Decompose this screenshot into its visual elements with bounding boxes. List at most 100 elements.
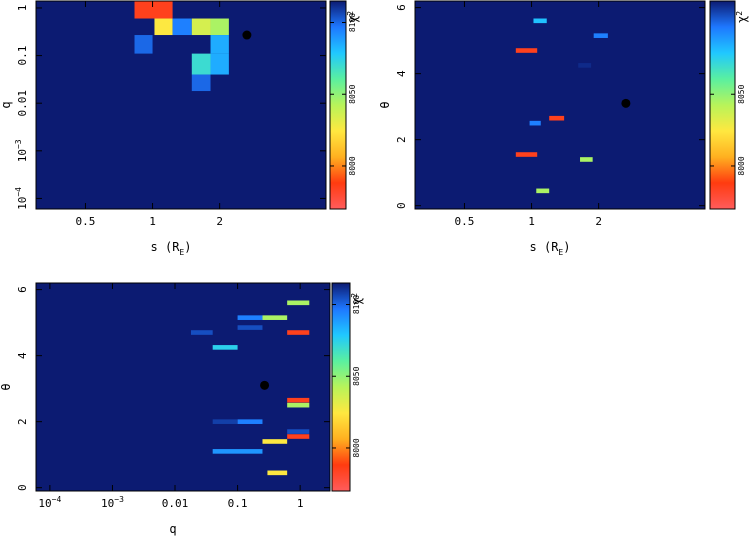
- y-tick-label: 10−3: [14, 139, 29, 162]
- best-fit-marker: [621, 98, 631, 108]
- heatmap-cell: [237, 419, 263, 424]
- x-tick-label-text: 0.01: [162, 497, 189, 510]
- heatmap-cell: [549, 115, 565, 121]
- colorbar-tick-label: 8100: [348, 13, 357, 32]
- colorbar-label-text: χ: [735, 16, 749, 23]
- y-tick-label: 0: [395, 202, 408, 209]
- colorbar-label: χ2: [735, 11, 749, 23]
- heatmap-cell: [578, 63, 592, 68]
- colorbar-label-text: χ: [346, 16, 360, 23]
- colorbar-tick-label: 8050: [352, 366, 361, 385]
- x-tick-label-text: 10: [38, 497, 51, 510]
- x-tick-label-text: 1: [149, 215, 156, 228]
- heatmap-cell: [580, 157, 593, 162]
- plot-background: [415, 1, 705, 209]
- heatmap-cell: [172, 18, 192, 36]
- x-axis-label: s (RE): [151, 240, 192, 257]
- y-tick-label: 6: [395, 4, 408, 11]
- colorbar-label-text: χ: [350, 298, 364, 305]
- heatmap-cell: [262, 439, 288, 444]
- plot-frame: [35, 282, 331, 492]
- plot-background: [36, 1, 326, 209]
- heatmap-cell: [191, 74, 211, 92]
- heatmap-cell: [593, 33, 608, 38]
- heatmap-cell: [287, 429, 310, 434]
- heatmap-cell: [262, 315, 288, 320]
- y-tick-label-text: 0.1: [16, 46, 29, 66]
- x-tick-label: 0.01: [162, 497, 189, 510]
- x-tick-label: 1: [528, 215, 535, 228]
- y-tick-label-text: 4: [395, 70, 408, 77]
- heatmap-cell: [134, 35, 153, 54]
- heatmap-cell: [191, 18, 211, 36]
- y-tick-label: 0: [16, 484, 29, 491]
- y-tick-label-text: 1: [16, 5, 29, 12]
- y-tick-label: 2: [395, 136, 408, 143]
- heatmap-cell: [287, 300, 310, 306]
- y-tick-label-text: 6: [16, 286, 29, 293]
- colorbar-tick-label: 8000: [348, 156, 357, 175]
- x-tick-label-text: 0.1: [228, 497, 248, 510]
- x-tick-label-text: 0.5: [76, 215, 96, 228]
- heatmap-cell: [212, 449, 263, 454]
- heatmap-cell: [533, 18, 547, 24]
- y-tick-label: 1: [16, 5, 29, 12]
- heatmap-cell: [536, 188, 550, 194]
- heatmap-cell: [212, 419, 238, 424]
- heatmap-cell: [287, 402, 310, 408]
- heatmap-cell: [267, 470, 288, 476]
- x-axis-label: s (RE): [530, 240, 571, 257]
- y-tick-label-text: 0: [16, 484, 29, 491]
- x-axis-label: q: [169, 522, 176, 536]
- x-axis-label-text: s (R: [530, 240, 560, 254]
- x-tick-label-text: 1: [528, 215, 535, 228]
- y-tick-label: 0.01: [16, 90, 29, 117]
- colorbar-label: χ2: [346, 11, 360, 23]
- best-fit-marker: [260, 380, 270, 390]
- heatmap-cell: [190, 330, 213, 335]
- heatmap-cell: [515, 152, 538, 157]
- x-tick-label-exponent: −3: [114, 495, 124, 504]
- colorbar-label-exponent: 2: [350, 293, 359, 298]
- x-axis-label-close: ): [184, 240, 191, 254]
- x-tick-label-text: 2: [595, 215, 602, 228]
- y-tick-label: 4: [395, 70, 408, 77]
- colorbar: [709, 0, 736, 210]
- colorbar-label: χ2: [350, 293, 364, 305]
- colorbar-tick-label: 8000: [737, 156, 746, 175]
- heatmap-cell: [237, 315, 263, 320]
- y-tick-label-text: 10: [16, 197, 29, 210]
- x-tick-label: 0.5: [76, 215, 96, 228]
- x-tick-label: 0.1: [228, 497, 248, 510]
- x-tick-label: 10−3: [101, 495, 124, 510]
- x-axis-label-close: ): [563, 240, 570, 254]
- x-tick-label: 0.5: [455, 215, 475, 228]
- heatmap-cell: [210, 35, 229, 54]
- x-tick-label-text: 0.5: [455, 215, 475, 228]
- colorbar-tick-label: 8100: [352, 295, 361, 314]
- heatmap-cell: [210, 18, 229, 36]
- y-tick-label-text: 10: [16, 149, 29, 162]
- y-tick-label-exponent: −3: [14, 139, 23, 149]
- x-tick-label: 2: [595, 215, 602, 228]
- y-tick-label-exponent: −4: [14, 187, 23, 197]
- heatmap-cell: [191, 53, 211, 75]
- y-tick-label-text: 2: [16, 418, 29, 425]
- x-axis-label-text: s (R: [151, 240, 181, 254]
- x-tick-label-text: 10: [101, 497, 114, 510]
- x-tick-label: 10−4: [38, 495, 61, 510]
- y-tick-label: 2: [16, 418, 29, 425]
- y-axis-label: θ: [378, 101, 392, 108]
- colorbar-tick-label: 8050: [737, 84, 746, 103]
- heatmap-cell: [210, 53, 229, 75]
- colorbar: [329, 0, 347, 210]
- x-tick-label-text: 1: [297, 497, 304, 510]
- heatmap-cell: [287, 330, 310, 335]
- y-axis-label: q: [0, 101, 13, 108]
- y-tick-label: 10−4: [14, 187, 29, 210]
- x-tick-label: 1: [149, 215, 156, 228]
- heatmap-cell: [154, 18, 173, 36]
- y-tick-label-text: 0.01: [16, 90, 29, 117]
- x-tick-label: 2: [216, 215, 223, 228]
